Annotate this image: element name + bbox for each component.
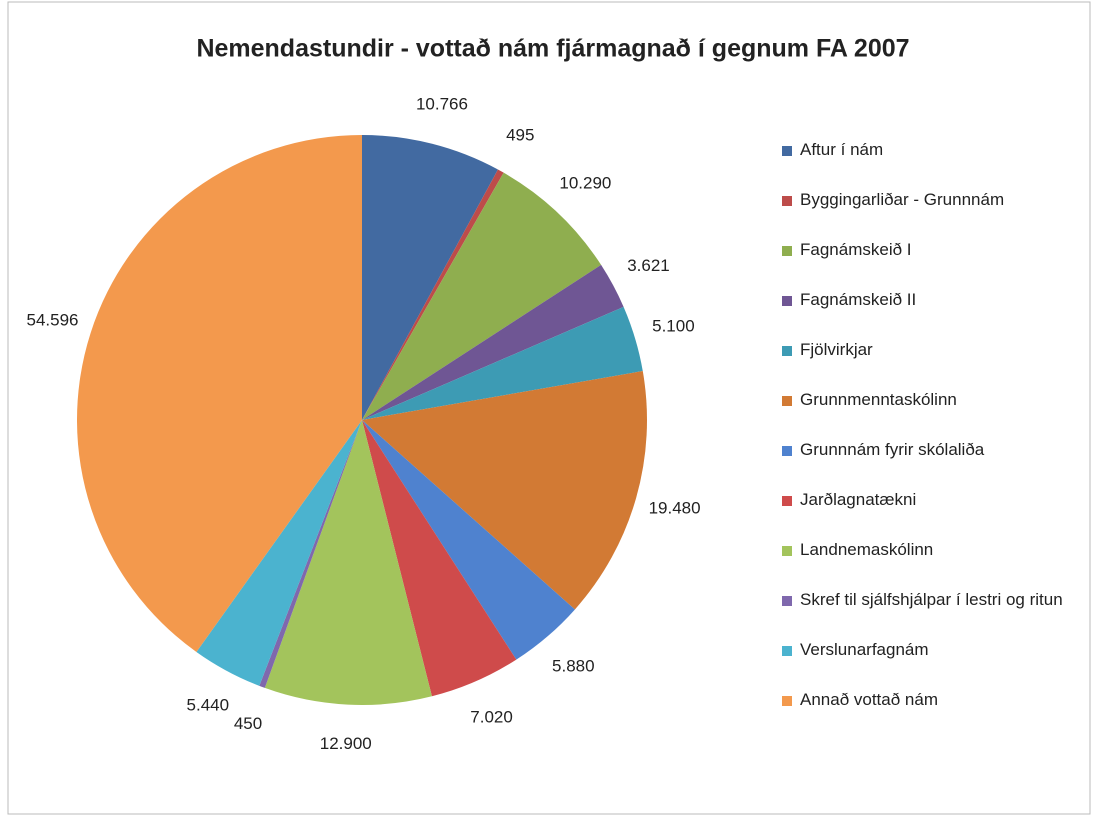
pie-slice: [362, 371, 647, 610]
legend-swatch: [782, 196, 792, 206]
legend-swatch: [782, 246, 792, 256]
data-label: 12.900: [320, 734, 372, 753]
chart-frame: [7, 1, 1091, 815]
legend-swatch: [782, 346, 792, 356]
legend-swatch: [782, 596, 792, 606]
data-label: 7.020: [470, 708, 513, 727]
legend-swatch: [782, 696, 792, 706]
pie-slice: [362, 306, 643, 420]
legend-item: Landnemaskólinn: [782, 540, 1092, 590]
legend-swatch: [782, 496, 792, 506]
data-label: 5.100: [652, 316, 695, 335]
pie-slice: [362, 169, 504, 420]
legend-item: Fagnámskeið I: [782, 240, 1092, 290]
legend-swatch: [782, 546, 792, 556]
data-label: 10.290: [559, 173, 611, 192]
legend-item: Annað vottað nám: [782, 690, 1092, 740]
data-label: 19.480: [649, 498, 701, 517]
legend-item: Aftur í nám: [782, 140, 1092, 190]
data-label: 495: [506, 126, 534, 145]
legend-swatch: [782, 296, 792, 306]
legend-label: Fagnámskeið I: [800, 240, 912, 259]
data-label: 5.880: [552, 656, 595, 675]
legend-label: Verslunarfagnám: [800, 640, 929, 659]
pie-slice: [264, 420, 432, 705]
legend-label: Fagnámskeið II: [800, 290, 917, 309]
legend-label: Jarðlagnatækni: [800, 490, 917, 509]
pie-slice: [362, 172, 602, 420]
chart-title: Nemendastundir - vottað nám fjármagnað í…: [196, 35, 909, 63]
legend-label: Byggingarliðar - Grunnnám: [800, 190, 1005, 209]
legend-label: Annað vottað nám: [800, 690, 938, 709]
legend-label: Fjölvirkjar: [800, 340, 873, 359]
legend-item: Skref til sjálfshjálpar í lestri og ritu…: [782, 590, 1092, 640]
legend: Aftur í nám Byggingarliðar - Grunnnám Fagn…: [782, 140, 1092, 740]
legend-swatch: [782, 446, 792, 456]
data-label: 450: [234, 714, 262, 733]
legend-swatch: [782, 146, 792, 156]
pie-slice: [362, 420, 575, 660]
legend-item: Verslunarfagnám: [782, 640, 1092, 690]
pie-slice: [259, 420, 362, 688]
pie-slice: [196, 420, 362, 686]
pie-slice: [76, 135, 362, 652]
legend-item: Fagnámskeið II: [782, 290, 1092, 340]
legend-label: Landnemaskólinn: [800, 540, 934, 559]
legend-item: Jarðlagnatækni: [782, 490, 1092, 540]
legend-item: Grunnmenntaskólinn: [782, 390, 1092, 440]
data-label: 3.621: [627, 256, 670, 275]
legend-swatch: [782, 396, 792, 406]
legend-label: Grunnmenntaskólinn: [800, 390, 957, 409]
legend-swatch: [782, 646, 792, 656]
data-label: 10.766: [416, 94, 468, 113]
legend-item: Fjölvirkjar: [782, 340, 1092, 390]
legend-item: Byggingarliðar - Grunnnám: [782, 190, 1092, 240]
legend-label: Aftur í nám: [800, 140, 884, 159]
legend-label: Grunnnám fyrir skólaliða: [800, 440, 985, 459]
data-label: 5.440: [187, 696, 230, 715]
pie-slice: [362, 135, 498, 420]
pie-slice: [362, 420, 517, 697]
legend-item: Grunnnám fyrir skólaliða: [782, 440, 1092, 490]
data-label: 54.596: [26, 310, 78, 329]
pie-slice: [362, 264, 624, 420]
legend-label: Skref til sjálfshjálpar í lestri og ritu…: [800, 590, 1063, 609]
